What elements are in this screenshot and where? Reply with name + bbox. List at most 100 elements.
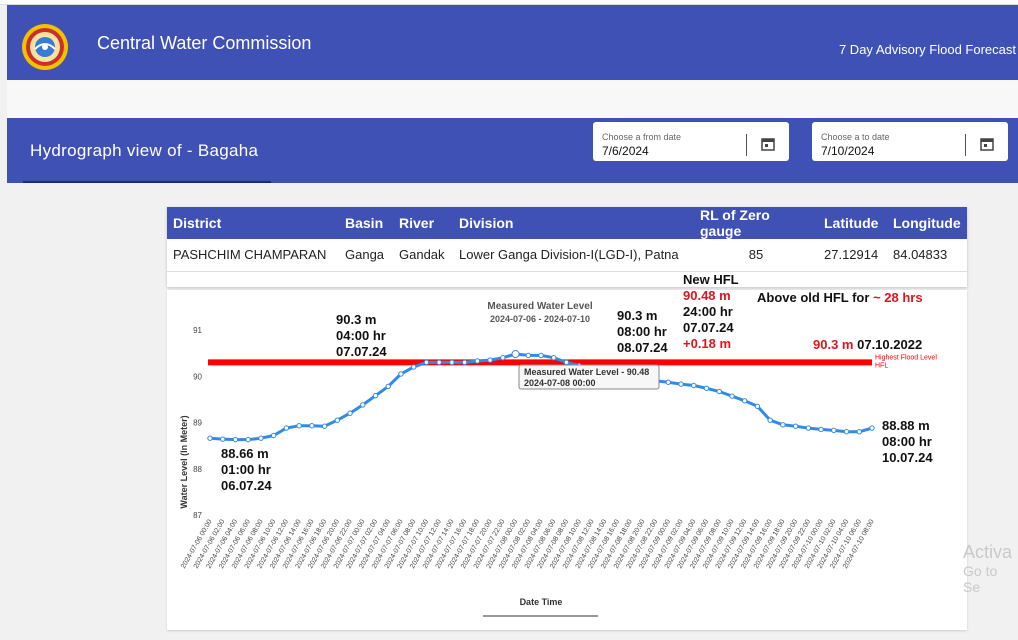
data-point: [347, 410, 353, 416]
cell-river: Gandak: [393, 239, 453, 272]
to-date-field[interactable]: Choose a to date 7/10/2024: [812, 122, 1008, 161]
scrollbar-thumb[interactable]: [483, 615, 598, 617]
hfl-line: [208, 359, 872, 366]
data-point: [691, 382, 697, 389]
data-point: [805, 425, 812, 431]
y-tick-label: 91: [193, 326, 202, 335]
data-point: [232, 436, 239, 443]
col-latitude: Latitude: [818, 207, 887, 239]
data-point: [843, 429, 850, 435]
data-point: [780, 422, 786, 428]
chart-title: Measured Water Level: [487, 301, 592, 312]
watermark-line1: Activa: [963, 542, 1013, 562]
data-point: [258, 435, 264, 441]
data-point: [551, 355, 557, 361]
new-hfl-title: New HFL: [683, 272, 739, 287]
x-axis-label: Date Time: [520, 597, 563, 607]
page-title: Hydrograph view of - Bagaha: [30, 141, 259, 160]
data-point: [474, 358, 481, 364]
data-point: [869, 425, 875, 431]
data-point: [487, 357, 493, 363]
data-point: [245, 436, 251, 443]
data-point: [818, 426, 824, 433]
new-hfl-delta: +0.18 m: [683, 336, 732, 351]
col-district: District: [167, 207, 339, 239]
hydrograph-chart[interactable]: Measured Water Level 2024-07-06 - 2024-0…: [167, 290, 967, 630]
tooltip-line1: Measured Water Level - 90.48: [524, 367, 649, 377]
calendar-icon[interactable]: [980, 137, 994, 156]
col-division: Division: [453, 207, 694, 239]
annotation-end-date: 10.07.24: [882, 450, 933, 465]
data-point: [792, 423, 799, 429]
tooltip-line2: 2024-07-08 00:00: [524, 378, 596, 388]
header-gap: [7, 80, 1018, 118]
annotation-end: 88.88 m 08:00 hr 10.07.24: [882, 418, 933, 466]
station-info-panel: District Basin River Division RL of Zero…: [167, 207, 967, 287]
calendar-icon[interactable]: [761, 137, 775, 156]
cell-district: PASHCHIM CHAMPARAN: [167, 239, 339, 272]
hfl-label: Highest Flood Level: [875, 354, 937, 361]
cell-division: Lower Ganga Division-I(LGD-I), Patna: [453, 239, 694, 272]
annotation-fall-date: 08.07.24: [617, 340, 668, 355]
y-tick-label: 88: [193, 465, 202, 474]
data-point: [716, 388, 722, 395]
from-date-input[interactable]: 7/6/2024: [602, 144, 649, 158]
annotation-start-level: 88.66 m: [221, 446, 269, 461]
data-point: [334, 417, 341, 423]
y-tick-label: 89: [193, 419, 202, 428]
old-hfl-date: 07.10.2022: [857, 337, 923, 352]
annotation-end-level: 88.88 m: [882, 418, 930, 433]
data-point: [754, 403, 761, 410]
data-point: [385, 383, 391, 390]
annotation-above-old-hfl: Above old HFL for ~ 28 hrs: [757, 290, 923, 306]
app-header: Central Water Commission 7 Day Advisory …: [7, 5, 1018, 80]
annotation-old-hfl: 90.3 m 07.10.2022: [813, 337, 922, 353]
from-date-field[interactable]: Choose a from date 7/6/2024: [593, 122, 789, 161]
y-tick-label: 90: [193, 372, 202, 381]
annotation-rise-date: 07.07.24: [336, 344, 387, 359]
annotation-start-date: 06.07.24: [221, 478, 272, 493]
data-point: [665, 379, 672, 385]
data-point: [703, 385, 710, 391]
data-point: [678, 381, 684, 387]
cell-basin: Ganga: [339, 239, 393, 272]
table-row: PASHCHIM CHAMPARAN Ganga Gandak Lower Ga…: [167, 239, 967, 272]
cell-latitude: 27.12914: [818, 239, 887, 272]
col-rl-zero-gauge: RL of Zero gauge: [694, 207, 818, 239]
to-date-label: Choose a to date: [821, 132, 890, 142]
annotation-fall-time: 08:00 hr: [617, 324, 667, 339]
col-basin: Basin: [339, 207, 393, 239]
data-point: [856, 429, 862, 435]
cell-longitude: 84.04833: [887, 239, 967, 272]
title-underline: [23, 181, 271, 183]
data-point: [741, 398, 748, 404]
data-point: [729, 393, 735, 399]
org-name: Central Water Commission: [97, 33, 312, 53]
data-point: [449, 359, 455, 366]
data-point: [309, 423, 315, 429]
annotation-rise: 90.3 m 04:00 hr 07.07.24: [336, 312, 387, 360]
new-hfl-time: 24:00 hr: [683, 304, 733, 319]
to-date-separator: [965, 134, 966, 156]
annotation-start-time: 01:00 hr: [221, 462, 271, 477]
annotation-rise-level: 90.3 m: [336, 312, 377, 327]
col-longitude: Longitude: [887, 207, 967, 239]
col-river: River: [393, 207, 453, 239]
annotation-rise-time: 04:00 hr: [336, 328, 386, 343]
data-point: [283, 425, 290, 431]
old-hfl-value: 90.3 m: [813, 337, 854, 352]
data-point: [398, 371, 404, 377]
data-point: [500, 355, 506, 361]
data-point: [207, 435, 213, 441]
windows-activation-watermark: Activa Go to Se: [963, 542, 1018, 595]
above-old-hfl-text: Above old HFL for: [757, 290, 870, 305]
advisory-forecast-link[interactable]: 7 Day Advisory Flood Forecast: [838, 42, 1016, 57]
data-point: [511, 350, 520, 359]
annotation-start: 88.66 m 01:00 hr 06.07.24: [221, 446, 272, 494]
to-date-input[interactable]: 7/10/2024: [821, 144, 875, 158]
data-point: [410, 364, 417, 370]
annotation-fall: 90.3 m 08:00 hr 08.07.24: [617, 308, 668, 356]
cwc-logo-icon: [21, 23, 69, 71]
data-point: [321, 423, 328, 429]
data-point: [423, 359, 430, 366]
